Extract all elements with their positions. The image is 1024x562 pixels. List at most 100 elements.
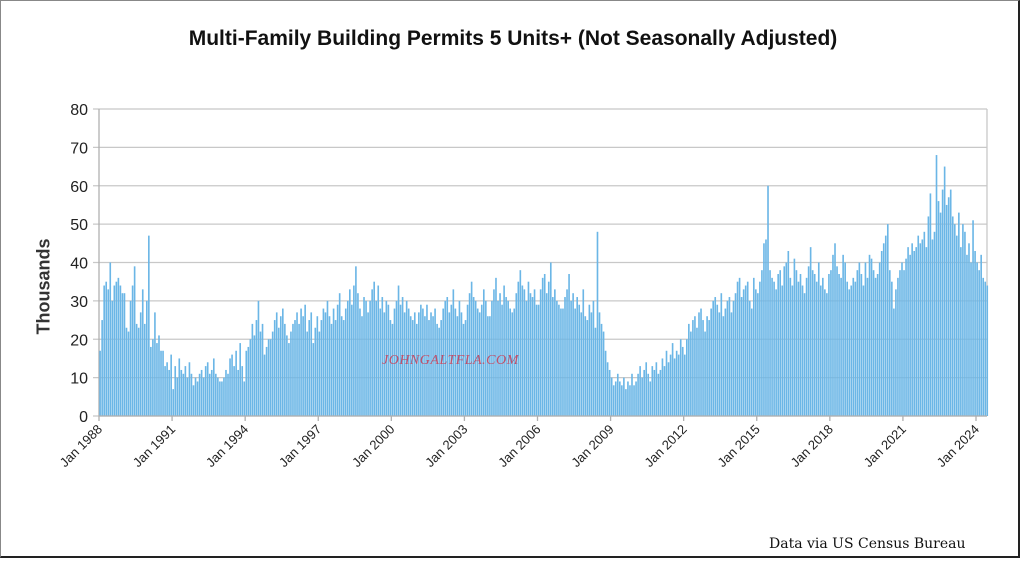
bar: [121, 293, 124, 416]
bar: [263, 354, 266, 416]
bar: [377, 285, 380, 416]
bar: [826, 293, 828, 416]
bar: [765, 239, 767, 416]
bar: [876, 274, 879, 416]
bar: [359, 308, 361, 416]
bar: [357, 293, 359, 416]
bar: [438, 327, 440, 416]
bar: [824, 289, 826, 416]
bar: [320, 320, 323, 416]
bar: [277, 327, 280, 416]
bar: [330, 323, 333, 416]
bar: [158, 335, 160, 416]
bar: [702, 320, 704, 416]
bar: [677, 354, 680, 416]
bar: [326, 300, 329, 416]
x-tick-label: Jan 2018: [788, 422, 836, 470]
bar: [832, 254, 834, 416]
bar: [813, 274, 816, 416]
bar: [529, 293, 532, 416]
bar: [657, 373, 660, 416]
bar: [846, 281, 848, 416]
bar: [217, 377, 219, 416]
bar: [460, 312, 463, 416]
bar: [259, 331, 262, 416]
bar: [584, 316, 587, 416]
bar: [895, 289, 897, 416]
bar: [891, 281, 893, 416]
bar: [247, 346, 250, 416]
y-tick-label: 20: [70, 332, 88, 349]
bar: [665, 350, 668, 416]
y-tick-label: 60: [70, 179, 88, 196]
bar: [200, 369, 203, 416]
bar: [884, 235, 887, 416]
bar: [667, 362, 670, 416]
bar: [198, 373, 201, 416]
bar: [535, 304, 538, 416]
bar: [614, 381, 617, 416]
bar: [482, 289, 485, 416]
bar: [231, 354, 233, 416]
bar: [434, 308, 436, 416]
bar: [714, 297, 717, 416]
bar: [489, 316, 491, 416]
bar: [690, 331, 692, 416]
bar: [462, 323, 465, 416]
bar: [375, 300, 378, 416]
bar: [361, 316, 363, 416]
bar: [229, 358, 231, 416]
bar: [298, 323, 300, 416]
bar: [466, 304, 469, 416]
bar: [694, 316, 696, 416]
bar: [566, 289, 568, 416]
bar: [712, 300, 715, 416]
bar: [129, 300, 132, 416]
bar: [99, 350, 101, 416]
bar: [172, 389, 175, 416]
x-tick-label: Jan 2024: [934, 422, 982, 470]
bar: [645, 362, 648, 416]
bar: [982, 277, 985, 416]
y-tick-label: 10: [70, 371, 88, 388]
bar: [336, 304, 339, 416]
bar: [860, 274, 863, 416]
bar: [562, 308, 564, 416]
bar: [515, 293, 518, 416]
bar: [180, 369, 183, 416]
bar: [700, 308, 702, 416]
bar: [219, 381, 221, 416]
bar: [929, 193, 932, 416]
bar: [811, 270, 814, 416]
bar: [365, 300, 367, 416]
bar: [204, 366, 207, 416]
bar: [468, 293, 471, 416]
bar: [103, 285, 105, 416]
bar: [661, 358, 664, 416]
bar: [399, 304, 402, 416]
bar: [815, 281, 818, 416]
y-tick-label: 30: [70, 294, 88, 311]
bar: [215, 373, 217, 416]
bar: [541, 277, 544, 416]
y-tick-label: 50: [70, 217, 88, 234]
bar: [625, 389, 627, 416]
bar: [363, 297, 365, 416]
bar: [101, 320, 103, 416]
bar: [448, 312, 451, 416]
bar: [586, 320, 589, 416]
bar: [286, 335, 288, 416]
bar: [819, 285, 822, 416]
x-tick-label: Jan 1991: [130, 422, 178, 470]
bar: [432, 316, 434, 416]
bar: [795, 270, 798, 416]
bar: [872, 270, 875, 416]
bar: [521, 285, 524, 416]
bar: [245, 350, 248, 416]
bar: [505, 297, 507, 416]
bar: [407, 308, 410, 416]
bar: [893, 308, 895, 416]
bar: [716, 304, 719, 416]
bar: [458, 300, 461, 416]
bar: [265, 346, 268, 416]
